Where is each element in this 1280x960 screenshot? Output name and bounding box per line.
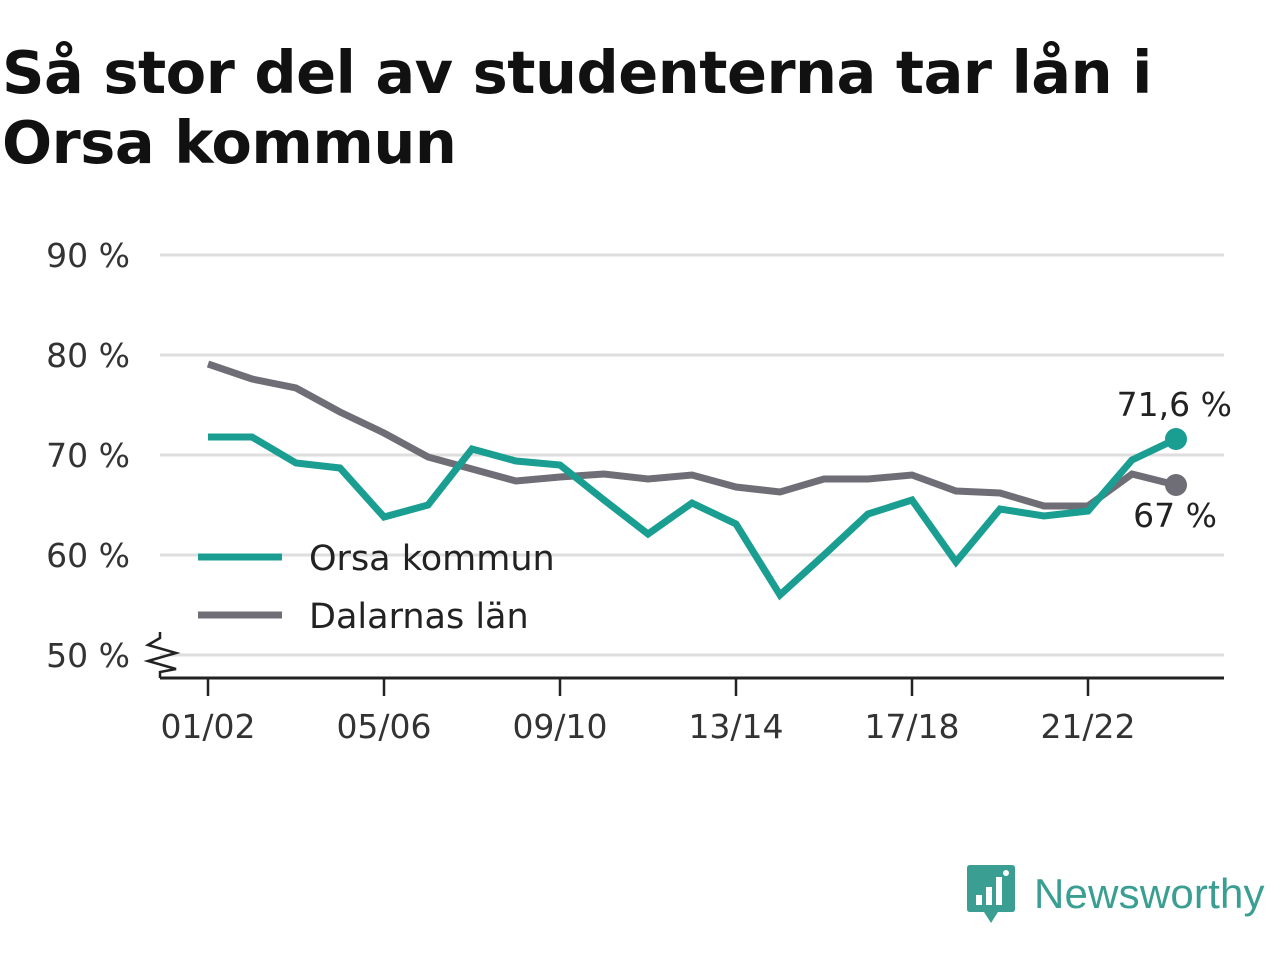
x-tick-label: 01/02	[160, 707, 255, 746]
legend: Orsa kommun Dalarnas län	[198, 539, 555, 637]
end-labels: 71,6 % 67 %	[1117, 385, 1232, 535]
chart-title: Så stor del av studenterna tar lån i Ors…	[2, 38, 1152, 177]
end-label-orsa: 71,6 %	[1117, 385, 1232, 424]
y-tick-label: 90 %	[46, 236, 130, 275]
x-tick-label: 17/18	[864, 707, 959, 746]
newsworthy-logo: Newsworthy	[966, 862, 1265, 926]
series-lines	[206, 360, 1187, 601]
x-tick-label: 09/10	[512, 707, 607, 746]
x-tick-label: 05/06	[336, 707, 431, 746]
end-label-dalarna: 67 %	[1133, 496, 1217, 535]
x-tick-label: 21/22	[1040, 707, 1135, 746]
axis-break-icon	[143, 632, 181, 678]
end-marker	[1165, 428, 1187, 450]
end-marker	[1165, 474, 1187, 496]
y-tick-label: 70 %	[46, 436, 130, 475]
x-axis: 01/02 05/06 09/10 13/14 17/18 21/22	[143, 632, 1224, 746]
brand-name: Newsworthy	[1034, 870, 1265, 917]
y-tick-label: 80 %	[46, 336, 130, 375]
legend-label: Orsa kommun	[309, 539, 555, 579]
y-tick-label: 50 %	[46, 636, 130, 675]
gridlines	[160, 253, 1224, 657]
y-tick-label: 60 %	[46, 536, 130, 575]
bar-chart-speech-bubble-icon	[967, 865, 1015, 923]
legend-label: Dalarnas län	[309, 597, 529, 637]
y-axis: 50 % 60 % 70 % 80 % 90 %	[46, 236, 130, 675]
x-tick-label: 13/14	[688, 707, 783, 746]
